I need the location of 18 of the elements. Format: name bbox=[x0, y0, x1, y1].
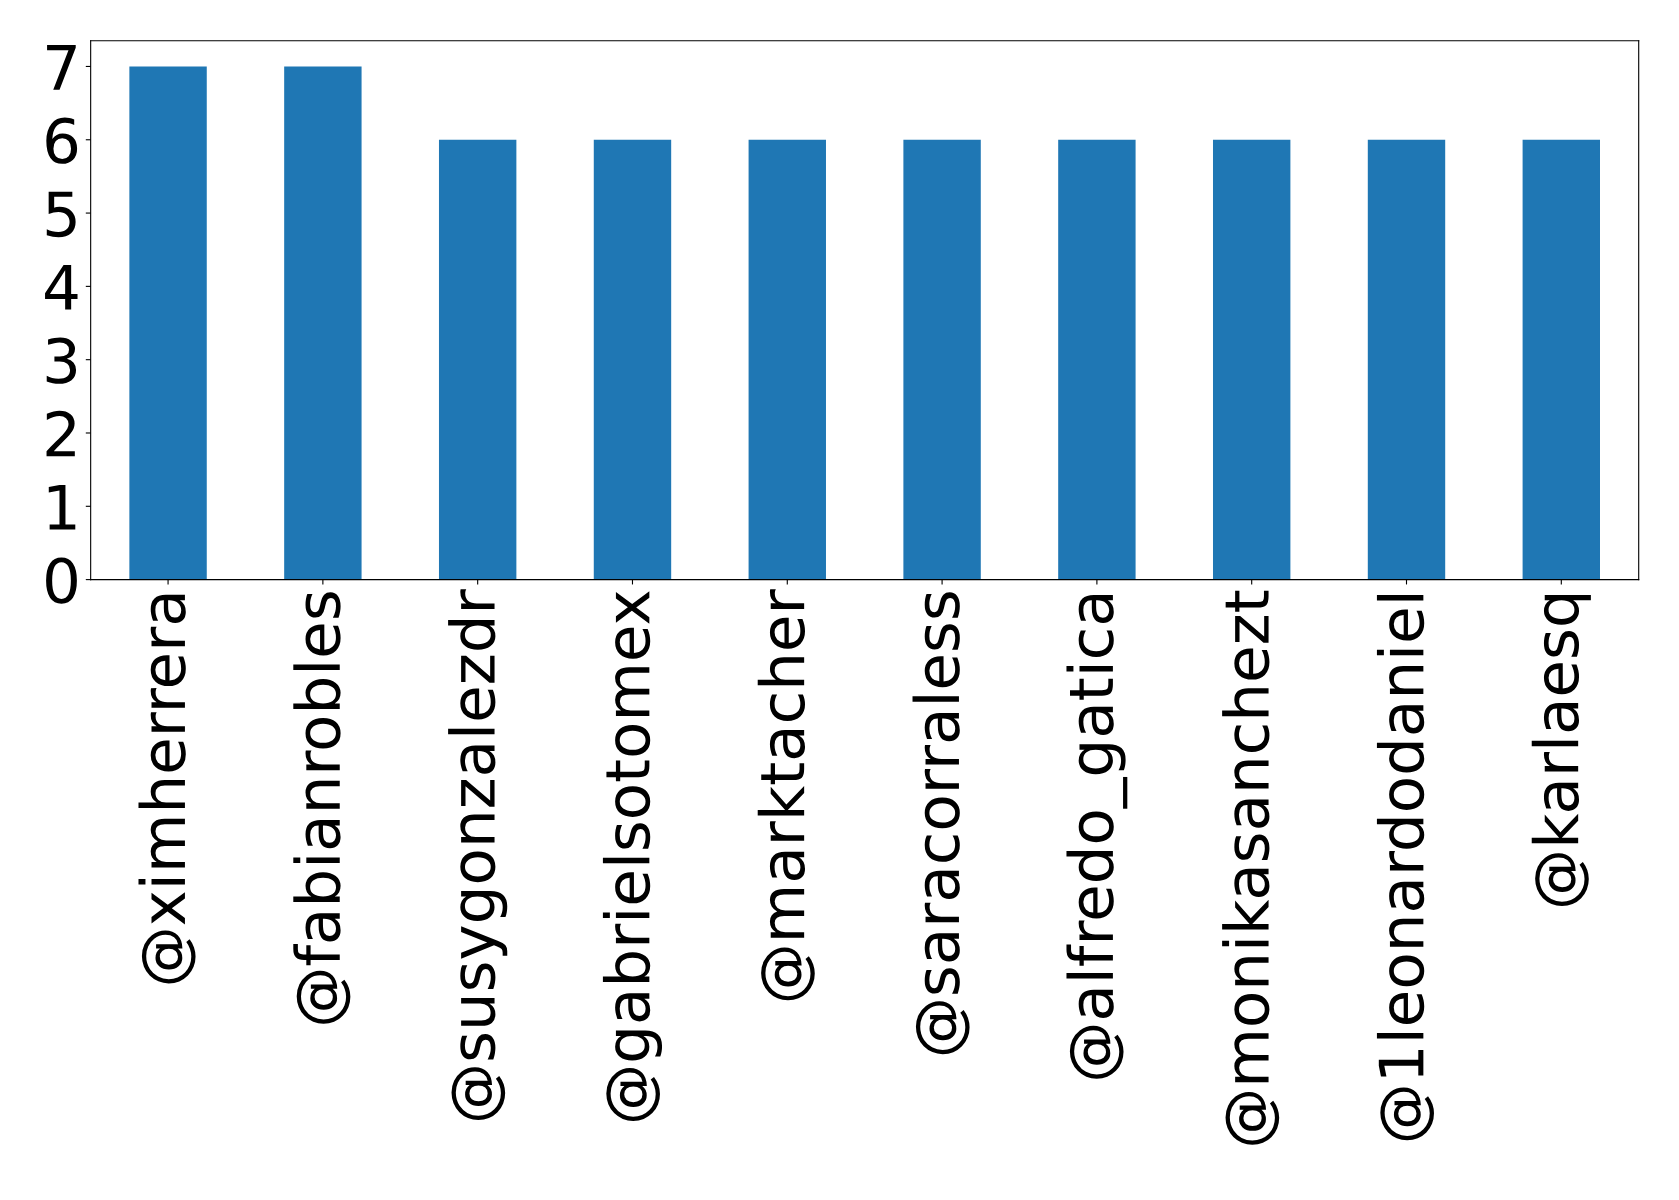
x-tick-label: @gabrielsotomex bbox=[602, 591, 663, 1121]
y-tick-label: 7 bbox=[47, 45, 76, 90]
x-tick-label: @ximherrera bbox=[138, 594, 196, 984]
y-tick-label: 5 bbox=[46, 191, 76, 238]
y-tick-label: 2 bbox=[46, 410, 75, 457]
x-tick-label: @fabianrobles bbox=[293, 592, 351, 1024]
x-tick-label: @1leonardodaniel bbox=[1376, 595, 1434, 1141]
y-tick-label: 6 bbox=[46, 117, 78, 164]
x-tick-label: @saracorraless bbox=[912, 592, 970, 1055]
x-tick-label: @karlaesq bbox=[1531, 594, 1591, 906]
y-tick-label: 3 bbox=[46, 337, 77, 384]
y-tick-label: 1 bbox=[48, 484, 76, 530]
x-tick-label: @alfredo_gatica bbox=[1066, 594, 1128, 1079]
y-tick-label: 4 bbox=[45, 265, 78, 310]
x-tick-label: @marktacher bbox=[757, 589, 815, 1001]
y-tick-label: 0 bbox=[46, 557, 77, 604]
x-tick-label: @susygonzalezdr bbox=[448, 589, 508, 1120]
x-tick-label: @monikasanchezt bbox=[1222, 590, 1280, 1145]
